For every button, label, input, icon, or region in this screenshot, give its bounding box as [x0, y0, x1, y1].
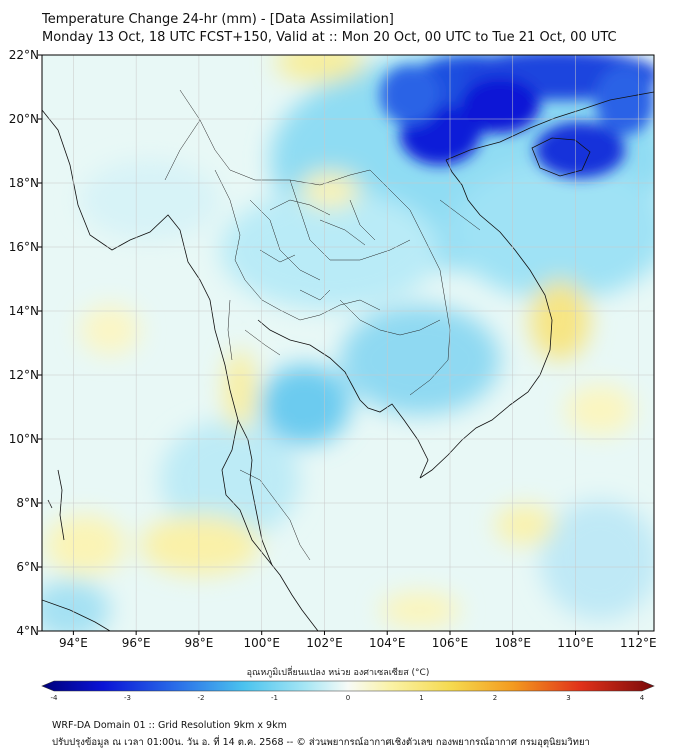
lon-label: 106°E — [432, 636, 469, 650]
footer-credit: ปรับปรุงข้อมูล ณ เวลา 01:00น. วัน อ. ที่… — [52, 737, 590, 748]
coastlines — [42, 91, 654, 631]
colorbar: -4 -3 -2 -1 0 1 2 3 4 — [41, 680, 655, 702]
lat-label: 20°N — [9, 112, 39, 126]
map-subtitle: Monday 13 Oct, 18 UTC FCST+150, Valid at… — [42, 30, 617, 45]
colorbar-tick-label: -4 — [51, 694, 59, 702]
footer-domain-info: WRF-DA Domain 01 :: Grid Resolution 9km … — [52, 720, 287, 731]
colorbar-ticks: -4 -3 -2 -1 0 1 2 3 4 — [51, 694, 645, 702]
lon-label: 96°E — [122, 636, 151, 650]
colorbar-tick-label: 3 — [566, 694, 570, 702]
latitude-labels: 4°N 6°N 8°N 10°N 12°N 14°N 16°N 18°N 20°N 22°N — [9, 48, 39, 638]
admin-borders — [164, 89, 481, 561]
colorbar-bar — [41, 680, 655, 692]
lat-label: 14°N — [9, 304, 39, 318]
colorbar-tick-label: 4 — [640, 694, 645, 702]
axis-ticks — [38, 54, 639, 635]
temperature-field — [42, 55, 654, 631]
lon-label: 110°E — [557, 636, 594, 650]
lon-label: 98°E — [184, 636, 213, 650]
colorbar-tick-label: 2 — [493, 694, 497, 702]
lat-label: 18°N — [9, 176, 39, 190]
lat-label: 4°N — [16, 624, 39, 638]
colorbar-label: อุณหภูมิเปลี่ยนแปลง หน่วย องศาเซลเซียส (… — [246, 668, 430, 678]
colorbar-tick-label: -2 — [198, 694, 205, 702]
map-title: Temperature Change 24-hr (mm) - [Data As… — [42, 12, 394, 27]
colorbar-tick-label: -1 — [271, 694, 278, 702]
colorbar-tick-label: 1 — [419, 694, 423, 702]
lon-label: 112°E — [620, 636, 657, 650]
lon-label: 100°E — [243, 636, 280, 650]
map-frame — [41, 54, 655, 632]
colorbar-tick-label: -3 — [124, 694, 131, 702]
colorbar-tick-label: 0 — [346, 694, 350, 702]
lat-label: 8°N — [16, 496, 39, 510]
lon-label: 104°E — [369, 636, 406, 650]
lat-label: 22°N — [9, 48, 39, 62]
lat-label: 10°N — [9, 432, 39, 446]
lat-label: 12°N — [9, 368, 39, 382]
lat-label: 16°N — [9, 240, 39, 254]
lat-label: 6°N — [16, 560, 39, 574]
lon-label: 94°E — [59, 636, 88, 650]
lon-label: 108°E — [495, 636, 532, 650]
longitude-labels: 94°E 96°E 98°E 100°E 102°E 104°E 106°E 108°E 110… — [59, 636, 657, 650]
lon-label: 102°E — [306, 636, 343, 650]
